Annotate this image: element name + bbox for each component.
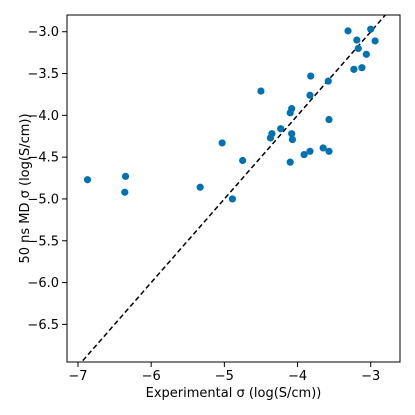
y-tick-label: −4.0 [27, 109, 59, 124]
data-point [288, 105, 296, 113]
data-point [228, 195, 237, 203]
y-axis-ticks: −6.5 −6.0 −5.5 −5.0 −4.5 −4.0 −3.5 −3.0 [27, 25, 67, 333]
data-point [121, 172, 130, 180]
data-point [268, 130, 276, 138]
data-point [324, 77, 332, 85]
data-point [288, 135, 297, 144]
data-points-layer [83, 25, 379, 203]
data-point [371, 37, 379, 45]
data-point [353, 36, 361, 44]
y-tick-label: −6.5 [27, 318, 59, 333]
x-tick-label: −5 [215, 369, 234, 384]
data-point [277, 125, 285, 133]
data-point [344, 27, 352, 35]
y-tick-label: −5.5 [27, 234, 59, 249]
y-tick-label: −3.5 [27, 67, 59, 82]
x-tick-label: −6 [142, 369, 161, 384]
data-point [306, 91, 314, 99]
data-point [362, 50, 370, 58]
reference-line-layer [80, 15, 387, 362]
data-point [286, 158, 294, 166]
data-point [367, 25, 375, 33]
data-point [288, 130, 296, 138]
x-axis-label: Experimental σ (log(S/cm)) [146, 386, 322, 401]
data-point [306, 147, 314, 155]
x-tick-label: −7 [68, 369, 87, 384]
data-point [257, 87, 265, 95]
y-tick-label: −5.0 [27, 192, 59, 207]
data-point [319, 144, 327, 152]
data-point [300, 151, 308, 159]
x-tick-label: −4 [288, 369, 307, 384]
y-tick-label: −4.5 [27, 151, 59, 166]
data-point [218, 139, 226, 147]
data-point [325, 115, 333, 124]
data-point [307, 72, 315, 80]
y-tick-label: −6.0 [27, 276, 59, 291]
x-axis-ticks: −7 −6 −5 −4 −3 [68, 362, 380, 384]
data-point [350, 65, 358, 73]
reference-line [80, 15, 387, 362]
data-point [83, 176, 92, 184]
data-point [325, 147, 333, 155]
x-tick-label: −3 [361, 369, 380, 384]
data-point [196, 183, 204, 191]
data-point [121, 188, 129, 196]
data-point [358, 64, 366, 72]
data-point [239, 156, 247, 165]
data-point [354, 44, 362, 53]
plot-frame [66, 14, 401, 363]
y-tick-label: −3.0 [27, 25, 59, 40]
y-axis-label: 50 ns MD σ (log(S/cm)) [18, 113, 33, 263]
